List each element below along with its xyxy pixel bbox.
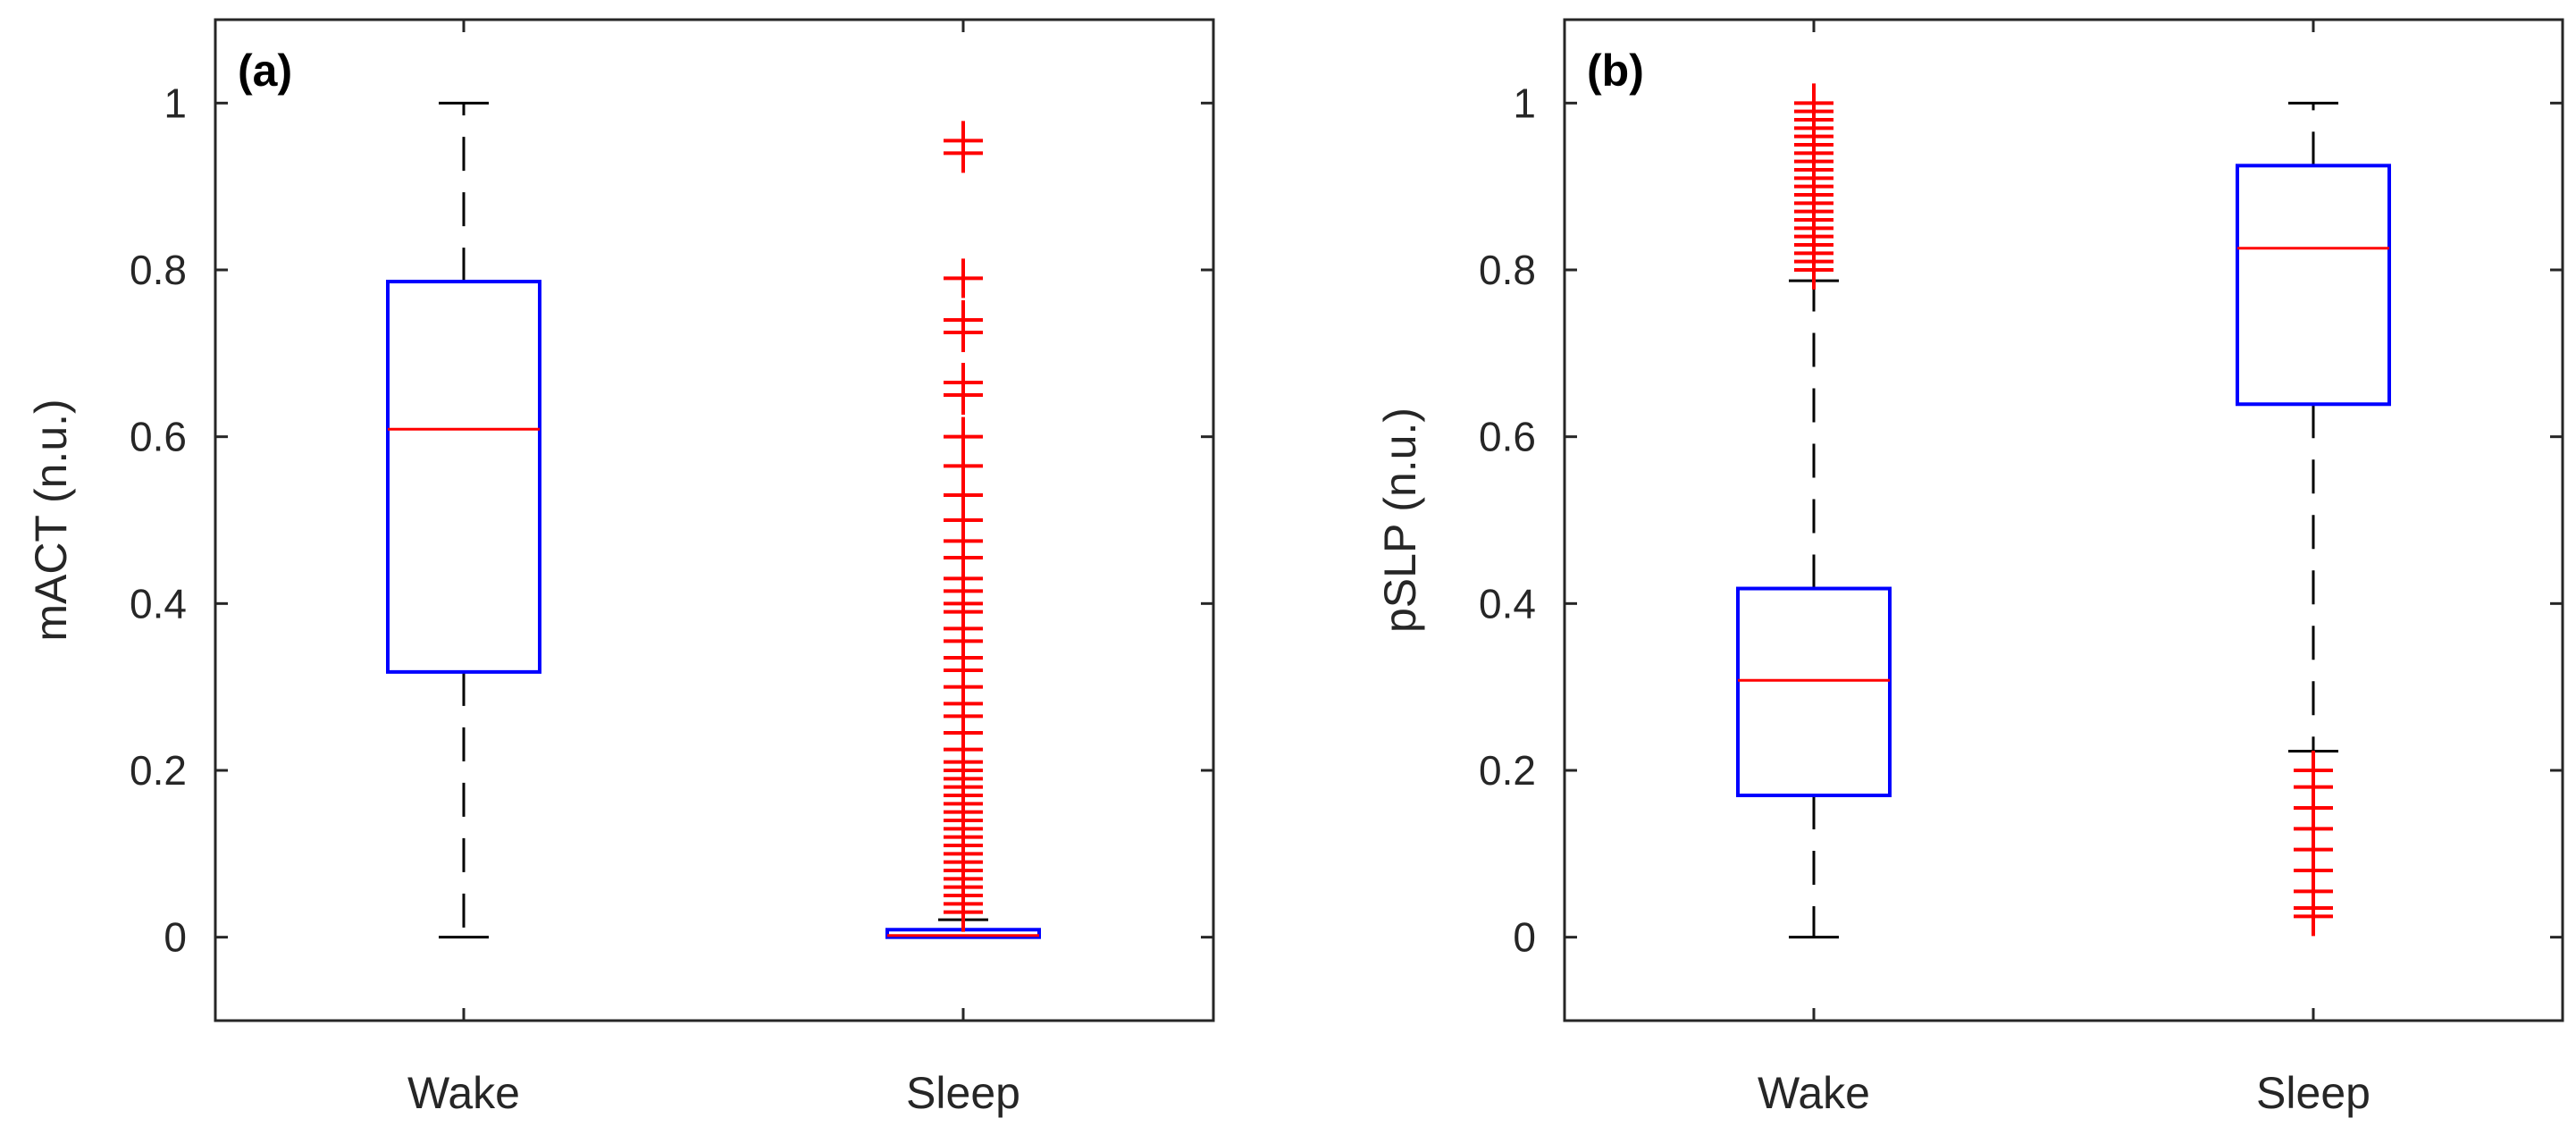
y-tick-label: 0.2 <box>1479 747 1536 794</box>
y-axis-label: pSLP (n.u.) <box>1375 408 1425 633</box>
axes-frame <box>214 18 1215 1022</box>
y-tick-label: 0.4 <box>1479 580 1536 626</box>
outlier-marker <box>944 133 983 173</box>
panel-label: (b) <box>1587 46 1644 96</box>
box-iqr <box>1736 586 1892 797</box>
y-axis-label: mACT (n.u.) <box>26 399 76 641</box>
x-tick-label: Wake <box>407 1068 520 1118</box>
outlier-marker <box>944 258 983 298</box>
y-tick-label: 0.6 <box>130 414 187 460</box>
box-sleep <box>2236 101 2391 937</box>
panel-b: 0 0.2 0.4 0.6 0.8 1 Wake Sleep pSLP (n.u.) (b) <box>1375 18 2564 1118</box>
y-tick-label: 1 <box>1513 80 1536 126</box>
y-tick-label: 0 <box>164 914 187 961</box>
x-tick-label: Wake <box>1758 1068 1870 1118</box>
box-iqr <box>386 280 541 674</box>
x-tick-label: Sleep <box>2256 1068 2370 1118</box>
x-tick-label: Sleep <box>906 1068 1020 1118</box>
y-tick-label: 0.4 <box>130 580 187 626</box>
outlier-marker <box>944 313 983 352</box>
y-tick-label: 0.8 <box>130 247 187 293</box>
y-tick-label: 0.2 <box>130 747 187 794</box>
axes-frame <box>1563 18 2564 1022</box>
outlier-marker <box>1794 250 1833 290</box>
outlier-marker <box>2294 896 2333 937</box>
y-tick-label: 0 <box>1513 914 1536 961</box>
outlier-marker <box>944 375 983 415</box>
box-iqr <box>2236 164 2391 407</box>
panel-a: 0 0.2 0.4 0.6 0.8 1 Wake Sleep mACT (n.u.) (a) <box>26 18 1215 1118</box>
outlier-marker <box>944 892 983 932</box>
box-wake <box>386 101 541 939</box>
box-wake <box>1736 83 1892 939</box>
box-sleep <box>885 121 1041 939</box>
y-tick-label: 0.6 <box>1479 414 1536 460</box>
panel-label: (a) <box>238 46 292 96</box>
y-tick-label: 0.8 <box>1479 247 1536 293</box>
y-tick-label: 1 <box>164 80 187 126</box>
